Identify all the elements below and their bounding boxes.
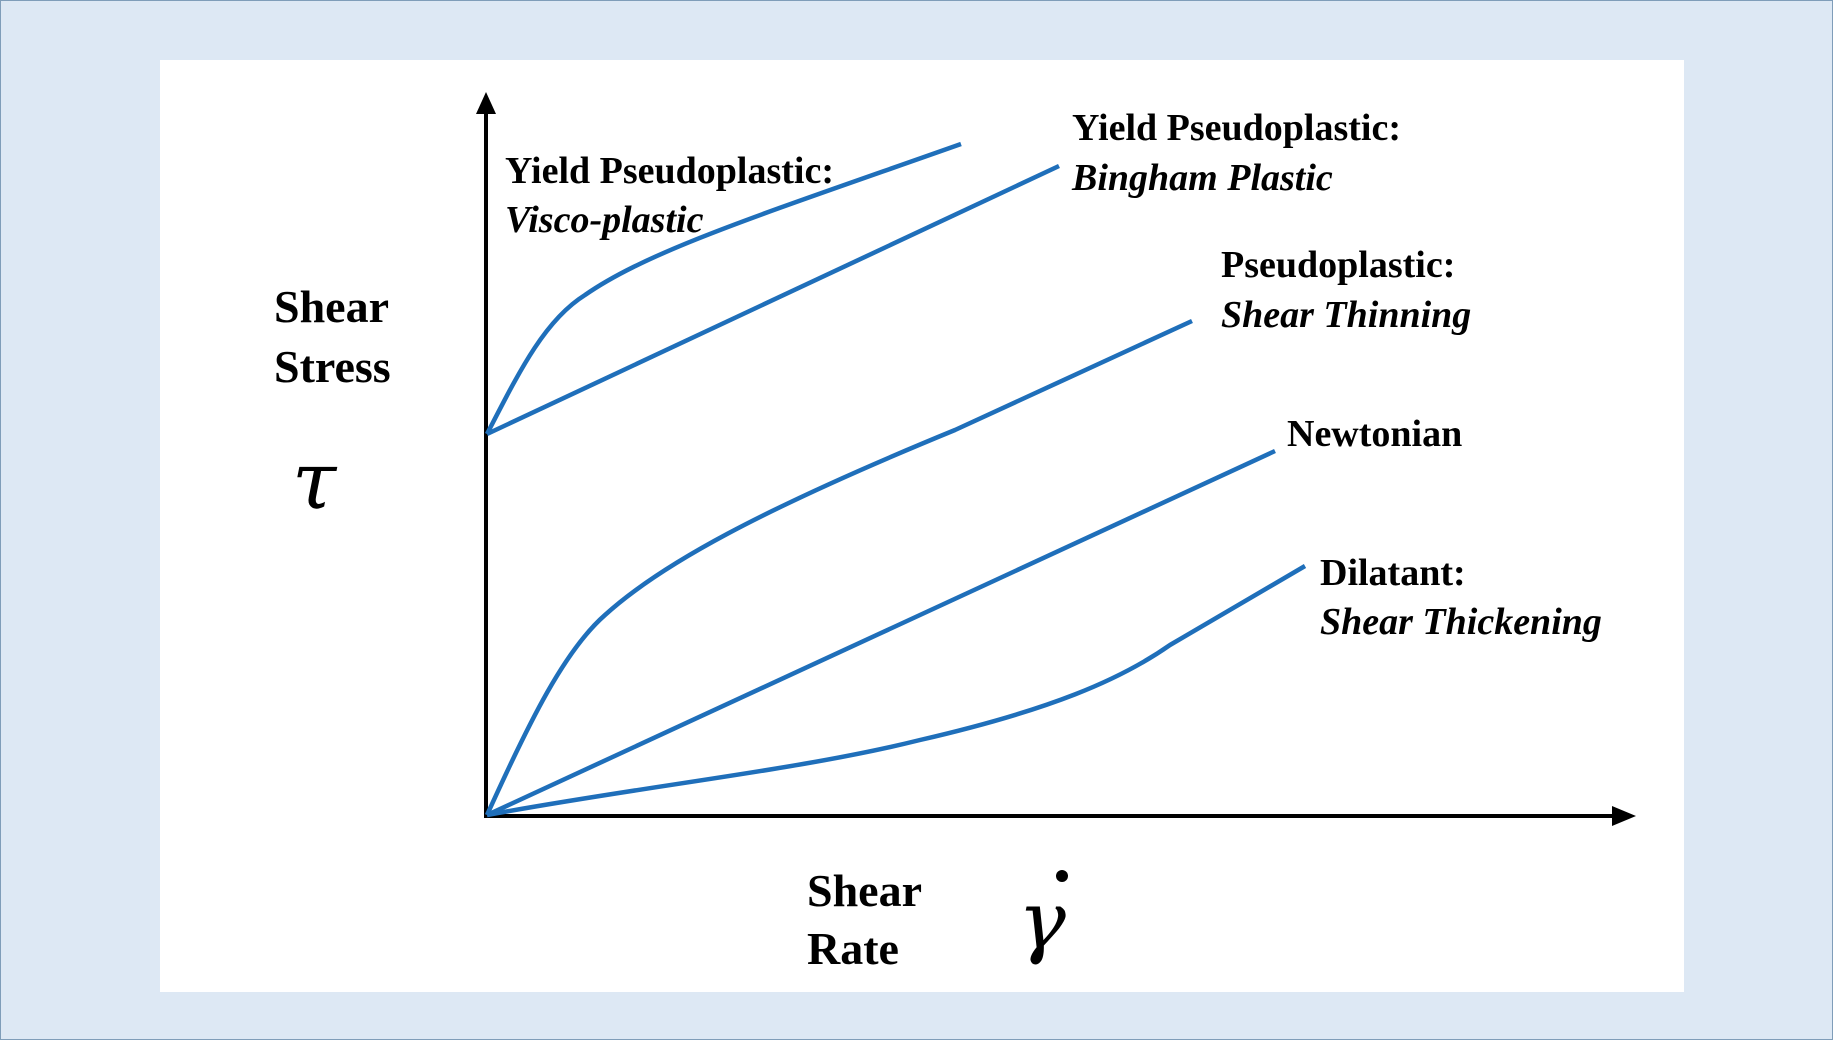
x-axis-label-line1: Shear <box>807 865 922 916</box>
curve-bingham-plastic <box>486 163 1060 437</box>
label-bingham-plastic-title: Yield Pseudoplastic: <box>1072 107 1401 149</box>
gamma-dot <box>1056 870 1068 882</box>
label-shear-thinning-subtitle: Shear Thinning <box>1221 294 1471 336</box>
curve-shear-thickening <box>486 564 1307 818</box>
x-axis-arrowhead <box>1612 806 1636 826</box>
label-newtonian-title: Newtonian <box>1287 413 1462 455</box>
label-visco-plastic-title: Yield Pseudoplastic: <box>505 150 834 192</box>
diagram-panel <box>160 60 1684 992</box>
y-axis-label-line2: Stress <box>274 341 391 392</box>
label-shear-thickening-subtitle: Shear Thickening <box>1320 601 1602 643</box>
y-axis-arrowhead <box>476 92 496 114</box>
label-shear-thickening-title: Dilatant: <box>1320 552 1466 594</box>
label-visco-plastic-subtitle: Visco-plastic <box>505 199 704 241</box>
y-axis-label-line1: Shear <box>274 281 389 332</box>
x-axis-label-line2: Rate <box>807 923 899 974</box>
gamma-symbol: γ <box>1018 874 1066 967</box>
curve-newtonian <box>486 448 1276 818</box>
label-bingham-plastic-subtitle: Bingham Plastic <box>1071 157 1333 199</box>
curve-shear-thinning <box>484 318 1193 816</box>
tau-symbol: τ <box>292 434 338 527</box>
label-shear-thinning-title: Pseudoplastic: <box>1221 244 1455 286</box>
curve-visco-plastic <box>485 141 962 436</box>
